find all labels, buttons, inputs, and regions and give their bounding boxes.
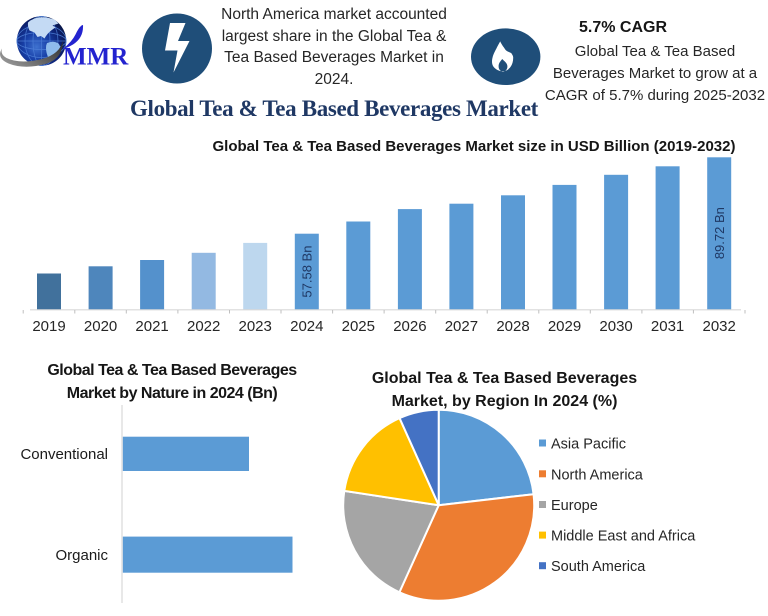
svg-text:2024: 2024 — [290, 318, 323, 335]
svg-text:Conventional: Conventional — [20, 446, 108, 463]
svg-text:2021: 2021 — [135, 318, 168, 335]
svg-text:2023: 2023 — [239, 318, 272, 335]
svg-text:89.72 Bn: 89.72 Bn — [712, 207, 727, 259]
svg-text:South America: South America — [551, 559, 646, 575]
svg-text:57.58 Bn: 57.58 Bn — [300, 246, 315, 298]
svg-text:2031: 2031 — [651, 318, 684, 335]
svg-text:2020: 2020 — [84, 318, 117, 335]
svg-text:Europe: Europe — [551, 498, 598, 514]
svg-text:2019: 2019 — [32, 318, 65, 335]
svg-text:North America: North America — [551, 467, 644, 483]
svg-text:2029: 2029 — [548, 318, 581, 335]
svg-text:2027: 2027 — [445, 318, 478, 335]
svg-text:2025: 2025 — [342, 318, 375, 335]
svg-text:Organic: Organic — [55, 547, 108, 564]
svg-text:2026: 2026 — [393, 318, 426, 335]
svg-text:MMR: MMR — [63, 44, 129, 71]
svg-text:Middle East and Africa: Middle East and Africa — [551, 529, 696, 545]
svg-text:Asia Pacific: Asia Pacific — [551, 437, 626, 453]
svg-text:2032: 2032 — [703, 318, 736, 335]
svg-text:2028: 2028 — [496, 318, 529, 335]
svg-text:2022: 2022 — [187, 318, 220, 335]
svg-text:2030: 2030 — [599, 318, 632, 335]
